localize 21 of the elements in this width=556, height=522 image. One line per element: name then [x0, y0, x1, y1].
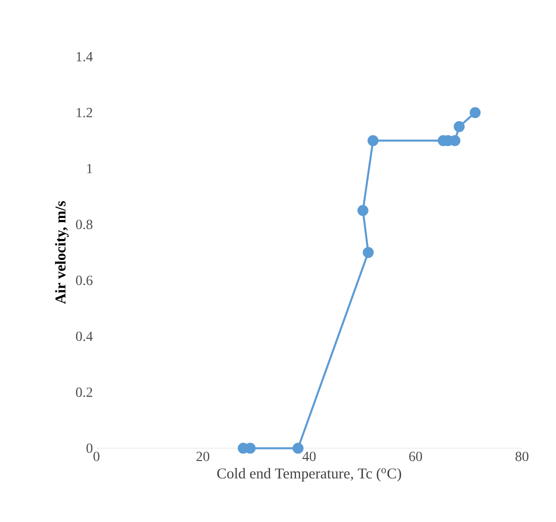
y-tick-label: 0.2 — [76, 388, 92, 398]
y-tick-label: 0.8 — [76, 220, 92, 230]
x-axis-title: Cold end Temperature, Tc ($^{o}$C) — [217, 468, 402, 482]
y-tick-label: 1.2 — [76, 108, 92, 118]
point — [368, 135, 379, 146]
y-tick-label: 1.4 — [76, 52, 93, 62]
x-tick-label: 40 — [302, 452, 316, 462]
y-tick-label: 0.4 — [76, 332, 93, 342]
point — [454, 121, 465, 132]
x-tick-label: 20 — [196, 452, 210, 462]
point — [470, 107, 481, 118]
y-tick-label: 0.6 — [76, 276, 93, 286]
point — [362, 246, 374, 258]
x-tick-label: 80 — [516, 452, 528, 462]
point — [357, 205, 368, 216]
y-tick-label: 1 — [87, 164, 92, 174]
x-tick-label: 60 — [409, 452, 422, 462]
point — [292, 442, 304, 454]
x-tick-label: 0 — [93, 452, 100, 462]
y-axis-title: Air velocity, m/s — [55, 201, 69, 304]
y-tick-label: 0 — [86, 444, 92, 453]
